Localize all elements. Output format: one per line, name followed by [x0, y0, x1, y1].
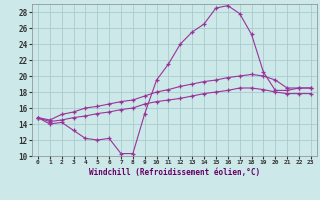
X-axis label: Windchill (Refroidissement éolien,°C): Windchill (Refroidissement éolien,°C): [89, 168, 260, 177]
